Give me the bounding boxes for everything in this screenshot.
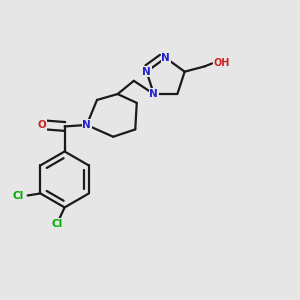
Text: N: N bbox=[161, 53, 170, 63]
Text: N: N bbox=[149, 89, 158, 99]
Text: OH: OH bbox=[214, 58, 230, 68]
Text: O: O bbox=[38, 120, 46, 130]
Text: N: N bbox=[142, 67, 151, 77]
Text: Cl: Cl bbox=[13, 191, 24, 201]
Text: N: N bbox=[82, 120, 91, 130]
Text: Cl: Cl bbox=[52, 219, 63, 229]
